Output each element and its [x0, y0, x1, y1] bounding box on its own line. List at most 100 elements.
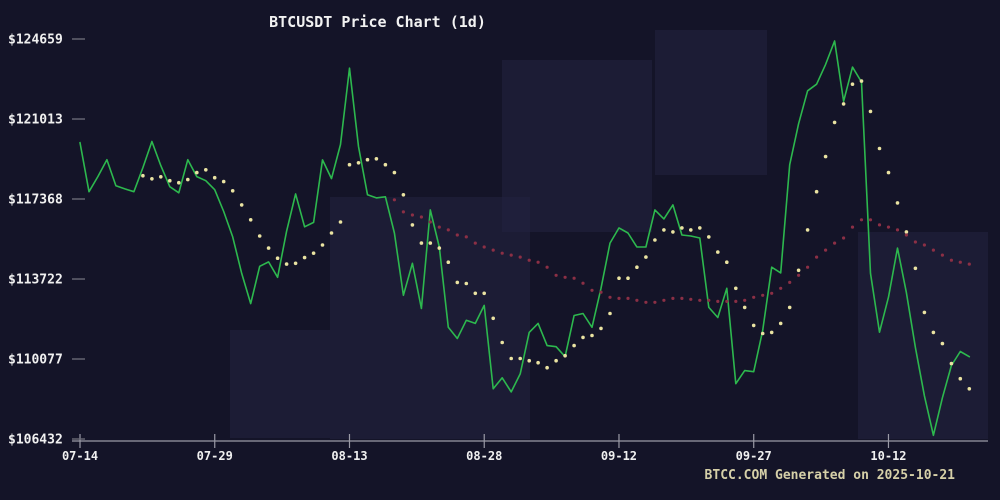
ma-short-dot	[671, 230, 675, 234]
y-axis-label: $124659	[8, 33, 63, 48]
ma-long-dot	[590, 288, 594, 292]
ma-short-dot	[186, 177, 190, 182]
ma-short-dot	[491, 316, 496, 321]
ma-short-dot	[545, 365, 549, 370]
ma-short-dot	[365, 157, 370, 162]
ma-short-dot	[572, 343, 576, 348]
ma-long-dot	[770, 291, 774, 295]
ma-long-dot	[581, 281, 585, 285]
ma-short-dot	[832, 120, 837, 125]
ma-long-dot	[779, 286, 783, 290]
ma-short-dot	[329, 231, 334, 235]
ma-short-dot	[500, 340, 505, 345]
background-patch	[858, 232, 988, 439]
ma-short-dot	[536, 360, 540, 365]
ma-short-dot	[922, 310, 927, 315]
ma-short-dot	[653, 238, 657, 242]
ma-long-dot	[428, 220, 432, 224]
ma-short-dot	[940, 341, 945, 346]
ma-long-dot	[500, 251, 504, 255]
ma-long-dot	[626, 296, 630, 300]
ma-short-dot	[698, 226, 702, 230]
ma-long-dot	[419, 215, 423, 219]
ma-long-dot	[886, 225, 891, 229]
ma-short-dot	[626, 276, 630, 281]
ma-short-dot	[841, 102, 846, 106]
ma-short-dot	[401, 193, 406, 197]
ma-short-dot	[599, 326, 603, 331]
ma-short-dot	[437, 246, 442, 250]
ma-short-dot	[769, 330, 774, 335]
ma-long-dot	[635, 298, 639, 302]
ma-long-dot	[913, 240, 918, 244]
ma-short-dot	[787, 305, 792, 310]
ma-short-dot	[895, 201, 900, 205]
ma-short-dot	[410, 223, 415, 227]
ma-short-dot	[850, 82, 855, 86]
footer-note: BTCC.COM Generated on 2025-10-21	[704, 468, 955, 483]
ma-long-dot	[491, 248, 495, 252]
ma-long-dot	[689, 297, 693, 301]
ma-short-dot	[446, 260, 451, 265]
x-axis-label: 08-13	[331, 449, 367, 463]
ma-long-dot	[410, 213, 414, 217]
ma-long-dot	[850, 225, 855, 229]
ma-long-dot	[662, 298, 666, 302]
ma-long-dot	[967, 262, 971, 266]
ma-short-dot	[608, 311, 612, 316]
ma-short-dot	[284, 262, 289, 266]
ma-short-dot	[473, 291, 478, 296]
ma-short-dot	[859, 79, 864, 83]
background-patch	[330, 197, 530, 439]
background-patch	[230, 330, 330, 438]
ma-short-dot	[428, 241, 433, 245]
ma-short-dot	[212, 175, 217, 180]
ma-short-dot	[967, 387, 972, 391]
x-axis-label: 10-12	[870, 449, 906, 463]
ma-short-dot	[177, 180, 181, 185]
ma-long-dot	[949, 258, 954, 262]
ma-long-dot	[761, 293, 765, 297]
ma-long-dot	[904, 233, 909, 237]
ma-short-dot	[868, 109, 873, 114]
y-axis-label: $110077	[8, 353, 63, 368]
ma-short-dot	[680, 226, 684, 230]
ma-long-dot	[931, 248, 936, 252]
ma-long-dot	[617, 296, 621, 300]
ma-short-dot	[230, 189, 235, 193]
ma-long-dot	[752, 295, 756, 299]
ma-long-dot	[815, 255, 819, 259]
ma-short-dot	[734, 286, 738, 291]
ma-long-dot	[644, 300, 648, 304]
ma-short-dot	[617, 276, 621, 281]
ma-long-dot	[563, 275, 567, 279]
ma-short-dot	[159, 175, 163, 179]
ma-short-dot	[662, 228, 666, 232]
ma-short-dot	[320, 243, 325, 247]
ma-short-dot	[257, 234, 262, 238]
ma-long-dot	[842, 236, 846, 240]
x-axis-label: 07-29	[197, 449, 233, 463]
ma-long-dot	[743, 298, 747, 302]
ma-short-dot	[383, 162, 388, 167]
ma-short-dot	[725, 260, 729, 265]
ma-short-dot	[338, 220, 343, 224]
ma-short-dot	[904, 230, 909, 234]
ma-long-dot	[392, 198, 396, 202]
ma-long-dot	[608, 295, 612, 299]
ma-long-dot	[859, 218, 864, 222]
ma-short-dot	[141, 173, 145, 178]
ma-long-dot	[833, 241, 837, 245]
ma-short-dot	[266, 246, 271, 250]
ma-long-dot	[680, 296, 684, 300]
ma-long-dot	[401, 210, 405, 214]
ma-short-dot	[796, 268, 801, 273]
x-axis-label: 09-27	[736, 449, 772, 463]
ma-short-dot	[275, 256, 280, 261]
y-axis-label: $106432	[8, 433, 63, 448]
ma-long-dot	[877, 223, 882, 227]
ma-long-dot	[806, 265, 810, 269]
ma-short-dot	[374, 157, 379, 161]
